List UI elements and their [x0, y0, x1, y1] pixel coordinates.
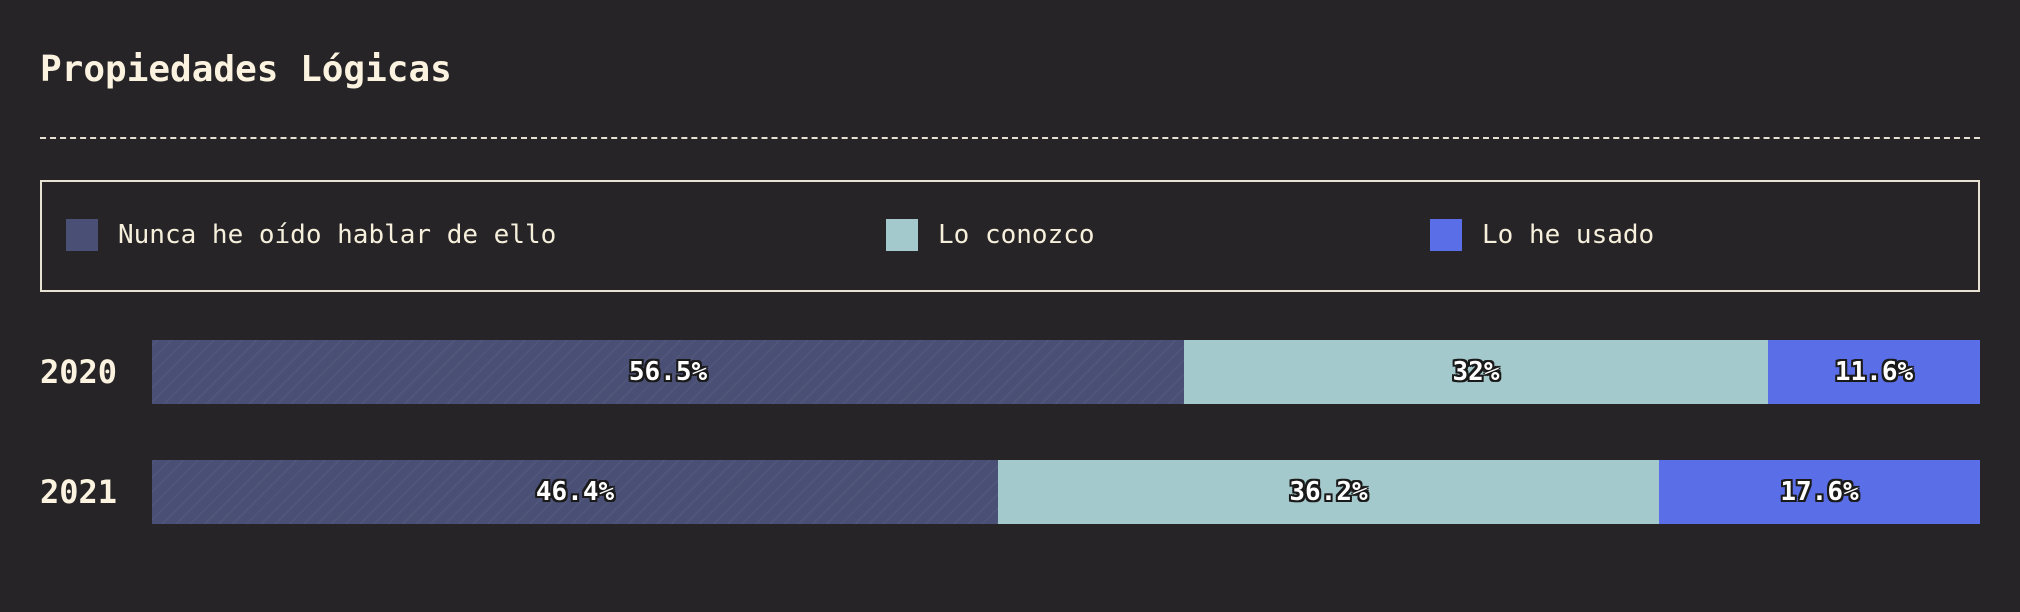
- data-label-never-heard-2021: 46.4%: [535, 477, 615, 507]
- legend-swatch-never-heard: [66, 219, 98, 251]
- bar-segment-know-it-2021[interactable]: 36.2%: [998, 460, 1659, 524]
- data-label-never-heard-2020: 56.5%: [628, 357, 708, 387]
- legend-label-used-it: Lo he usado: [1482, 220, 1655, 250]
- row-label-2020: 2020: [40, 353, 118, 391]
- data-label-know-it-2020: 32%: [1452, 357, 1500, 387]
- title-divider: [40, 137, 1980, 139]
- legend-item-used-it[interactable]: Lo he usado: [1430, 219, 1654, 251]
- data-label-know-it-2021: 36.2%: [1289, 477, 1368, 507]
- chart-title: Propiedades Lógicas: [40, 49, 452, 90]
- bar-2021: 46.4% 36.2% 17.6%: [152, 460, 1980, 524]
- legend-label-never-heard: Nunca he oído hablar de ello: [118, 220, 557, 250]
- legend-swatch-know-it: [886, 219, 918, 251]
- legend-label-know-it: Lo conozco: [938, 220, 1095, 250]
- legend-swatch-used-it: [1430, 219, 1462, 251]
- bar-segment-never-heard-2021[interactable]: 46.4%: [152, 460, 998, 524]
- bar-segment-never-heard-2020[interactable]: 56.5%: [152, 340, 1184, 404]
- bar-2020: 56.5% 32% 11.6%: [152, 340, 1980, 404]
- legend-item-never-heard[interactable]: Nunca he oído hablar de ello: [66, 219, 556, 251]
- chart-legend: Nunca he oído hablar de ello Lo conozco …: [40, 180, 1980, 292]
- data-label-used-it-2021: 17.6%: [1780, 477, 1859, 507]
- bar-segment-know-it-2020[interactable]: 32%: [1184, 340, 1768, 404]
- legend-item-know-it[interactable]: Lo conozco: [886, 219, 1095, 251]
- row-label-2021: 2021: [40, 473, 118, 511]
- bar-segment-used-it-2021[interactable]: 17.6%: [1659, 460, 1980, 524]
- bar-segment-used-it-2020[interactable]: 11.6%: [1768, 340, 1980, 404]
- data-label-used-it-2020: 11.6%: [1834, 357, 1914, 387]
